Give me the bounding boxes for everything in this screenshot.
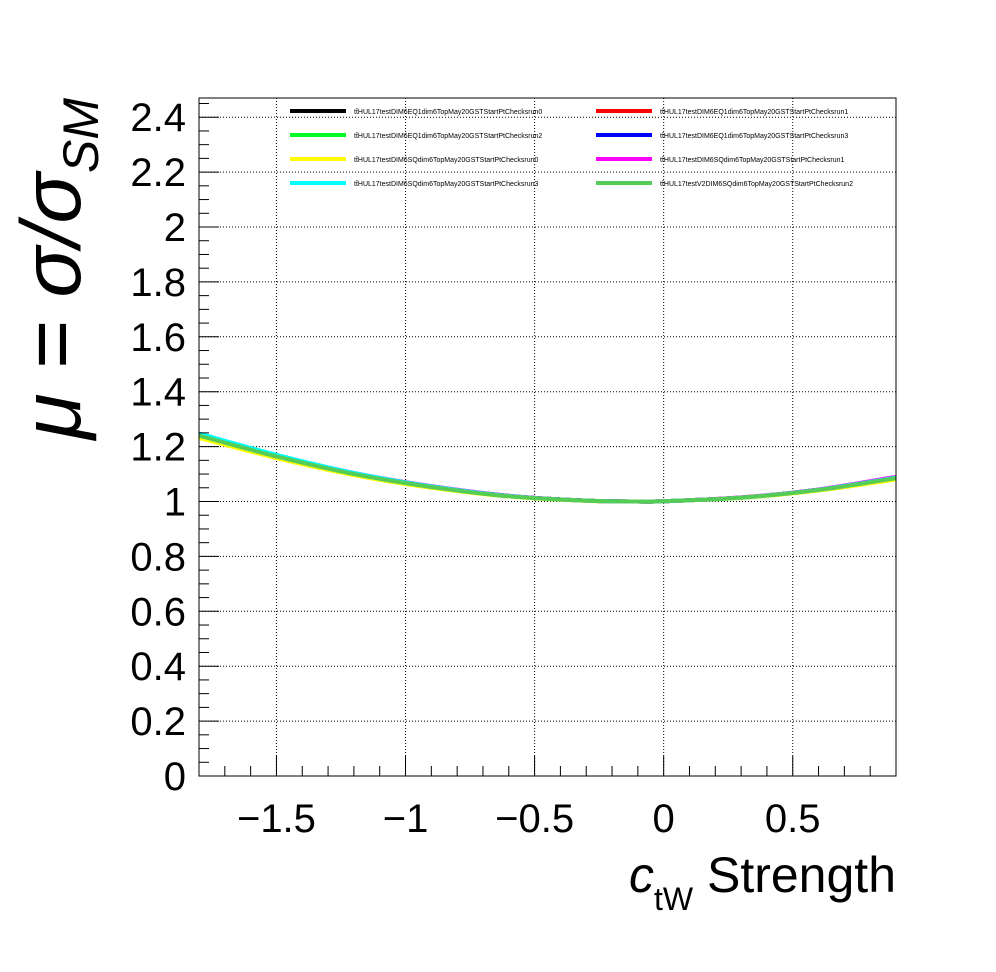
legend-entry: tt̄HUL17testDIM6SQdim6TopMay20GSTStartPt… [596, 156, 845, 164]
x-tick-label: −1 [383, 797, 429, 841]
x-tick-label: 0 [653, 797, 675, 841]
legend-entry: tt̄HUL17testDIM6EQ1dim6TopMay20GSTStartP… [596, 132, 848, 140]
y-tick-label: 1.6 [130, 316, 186, 360]
y-tick-label: 0.4 [130, 645, 186, 689]
legend: tt̄HUL17testDIM6EQ1dim6TopMay20GSTStartP… [290, 108, 853, 188]
y-tick-label: 1.2 [130, 426, 186, 470]
legend-label: tt̄HUL17testDIM6SQdim6TopMay20GSTStartPt… [354, 156, 539, 164]
x-axis-title-subscript: tW [654, 881, 694, 917]
x-tick-label: −0.5 [495, 797, 574, 841]
y-tick-label: 1.8 [130, 261, 186, 305]
legend-label: tt̄HUL17testDIM6EQ1dim6TopMay20GSTStartP… [660, 132, 848, 140]
grid [199, 98, 896, 777]
x-tick-labels: −1.5 −1 −0.5 0 0.5 [237, 797, 821, 841]
x-tick-label: 0.5 [765, 797, 821, 841]
legend-label: tt̄HUL17testDIM6EQ1dim6TopMay20GSTStartP… [354, 132, 542, 140]
legend-label: tt̄HUL17testDIM6SQdim6TopMay20GSTStartPt… [660, 156, 845, 164]
legend-entry: tt̄HUL17testDIM6EQ1dim6TopMay20GSTStartP… [596, 108, 848, 116]
y-tick-labels: 0 0.2 0.4 0.6 0.8 1 1.2 1.4 1.6 1.8 2 2.2 2.4 [130, 96, 186, 799]
y-axis-title-main: μ = σ/σ [4, 170, 98, 442]
y-axis-title: μ = σ/σSM [4, 98, 109, 442]
legend-entry: tt̄HUL17testDIM6EQ1dim6TopMay20GSTStartP… [290, 108, 542, 116]
legend-entry: tt̄HUL17testDIM6SQdim6TopMay20GSTStartPt… [290, 180, 539, 188]
legend-label: tt̄HUL17testDIM6EQ1dim6TopMay20GSTStartP… [660, 108, 848, 116]
x-tick-label: −1.5 [237, 797, 316, 841]
y-tick-label: 0.6 [130, 590, 186, 634]
y-tick-label: 0.8 [130, 535, 186, 579]
legend-entry: tt̄HUL17testDIM6EQ1dim6TopMay20GSTStartP… [290, 132, 542, 140]
y-tick-label: 2.2 [130, 151, 186, 195]
y-tick-label: 0 [164, 755, 186, 799]
y-tick-label: 2.4 [130, 96, 186, 140]
y-tick-label: 1.4 [130, 371, 186, 415]
legend-label: tt̄HUL17testDIM6SQdim6TopMay20GSTStartPt… [354, 180, 539, 188]
x-axis-title: ctW Strength [629, 847, 896, 917]
series-line-8 [198, 433, 897, 504]
y-tick-label: 2 [164, 206, 186, 250]
axis-ticks [198, 102, 897, 777]
y-axis-title-subscript: SM [53, 98, 109, 173]
legend-label: tt̄HUL17testDIM6EQ1dim6TopMay20GSTStartP… [354, 108, 542, 116]
x-axis-title-suffix: Strength [693, 847, 896, 903]
series-lines [198, 431, 897, 504]
legend-label: tt̄HUL17testV2DIM6SQdim6TopMay20GSTStart… [660, 180, 853, 188]
x-axis-title-symbol: c [629, 847, 654, 903]
legend-entry: tt̄HUL17testDIM6SQdim6TopMay20GSTStartPt… [290, 156, 539, 164]
legend-entry: tt̄HUL17testV2DIM6SQdim6TopMay20GSTStart… [596, 180, 853, 188]
y-tick-label: 1 [164, 481, 186, 525]
y-tick-label: 0.2 [130, 700, 186, 744]
plot-frame [198, 97, 897, 777]
